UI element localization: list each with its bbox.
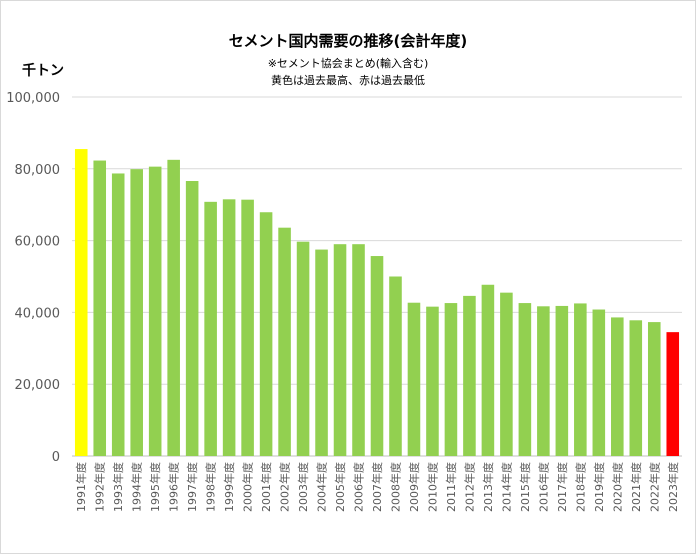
bar (574, 303, 587, 456)
x-tick-label: 2020年度 (610, 462, 624, 512)
bar (130, 169, 143, 456)
x-tick-label: 2004年度 (315, 462, 329, 512)
x-tick-label: 1997年度 (185, 462, 199, 512)
bar (74, 149, 88, 456)
x-tick-label: 1991年度 (74, 462, 88, 512)
x-tick-label: 2001年度 (259, 462, 273, 512)
bar (296, 241, 310, 456)
x-tick-label: 2021年度 (629, 462, 643, 512)
bar (555, 305, 569, 456)
bar (611, 317, 624, 456)
x-tick-label: 2016年度 (536, 462, 550, 512)
bar (500, 292, 513, 456)
x-tick-label: 2007年度 (370, 462, 384, 512)
x-tick-label: 1999年度 (222, 462, 236, 512)
bar (315, 249, 328, 456)
bar (222, 199, 236, 456)
x-tick-label: 2009年度 (407, 462, 421, 512)
bar (333, 244, 347, 456)
x-tick-label: 2023年度 (666, 462, 680, 512)
x-tick-label: 2011年度 (444, 462, 458, 512)
x-tick-label: 2017年度 (555, 462, 569, 512)
x-tick-label: 2008年度 (388, 462, 402, 512)
bar (481, 284, 495, 456)
y-tick-label: 100,000 (6, 91, 60, 106)
x-tick-label: 1994年度 (130, 462, 144, 512)
x-tick-label: 2019年度 (592, 462, 606, 512)
x-tick-label: 1996年度 (167, 462, 181, 512)
y-axis-unit-label: 千トン (22, 63, 64, 79)
chart-title: セメント国内需要の推移(会計年度) (228, 32, 468, 50)
bar (278, 227, 291, 456)
x-tick-label: 2015年度 (518, 462, 532, 512)
y-tick-label: 60,000 (15, 235, 61, 250)
bar (647, 322, 661, 456)
bar (259, 212, 273, 456)
bar (111, 173, 125, 457)
bar (444, 303, 458, 456)
bar (185, 181, 199, 457)
x-tick-label: 2022年度 (647, 462, 661, 512)
chart-subtitle-source: ※セメント協会まとめ(輸入含む) (267, 57, 429, 70)
x-tick-label: 2018年度 (573, 462, 587, 512)
bar (241, 199, 254, 456)
bar (204, 201, 217, 456)
bar (370, 256, 384, 456)
y-tick-label: 0 (52, 450, 60, 465)
bar (592, 309, 606, 456)
x-tick-label: 1993年度 (111, 462, 125, 512)
x-tick-label: 2002年度 (278, 462, 292, 512)
bar (537, 306, 550, 456)
x-tick-label: 2005年度 (333, 462, 347, 512)
bar (518, 303, 532, 456)
x-tick-label: 2010年度 (425, 462, 439, 512)
x-tick-label: 1998年度 (204, 462, 218, 512)
bar (352, 244, 365, 456)
bar (629, 320, 643, 456)
x-tick-label: 2006年度 (352, 462, 366, 512)
y-tick-label: 40,000 (15, 306, 61, 321)
bar (666, 332, 680, 456)
bar (389, 276, 402, 456)
bar (463, 295, 476, 456)
x-tick-label: 2000年度 (241, 462, 255, 512)
bar (407, 302, 421, 456)
y-tick-label: 20,000 (15, 378, 61, 393)
x-tick-label: 2013年度 (481, 462, 495, 512)
chart-subtitle-legend-note: 黄色は過去最高、赤は過去最低 (271, 74, 425, 87)
y-tick-label: 80,000 (15, 163, 61, 178)
x-tick-label: 1992年度 (93, 462, 107, 512)
bar (426, 306, 439, 456)
bar (148, 166, 162, 456)
x-tick-label: 2014年度 (499, 462, 513, 512)
bar (93, 160, 107, 456)
bar (167, 159, 180, 456)
x-tick-label: 1995年度 (148, 462, 162, 512)
x-tick-label: 2003年度 (296, 462, 310, 512)
x-tick-label: 2012年度 (462, 462, 476, 512)
